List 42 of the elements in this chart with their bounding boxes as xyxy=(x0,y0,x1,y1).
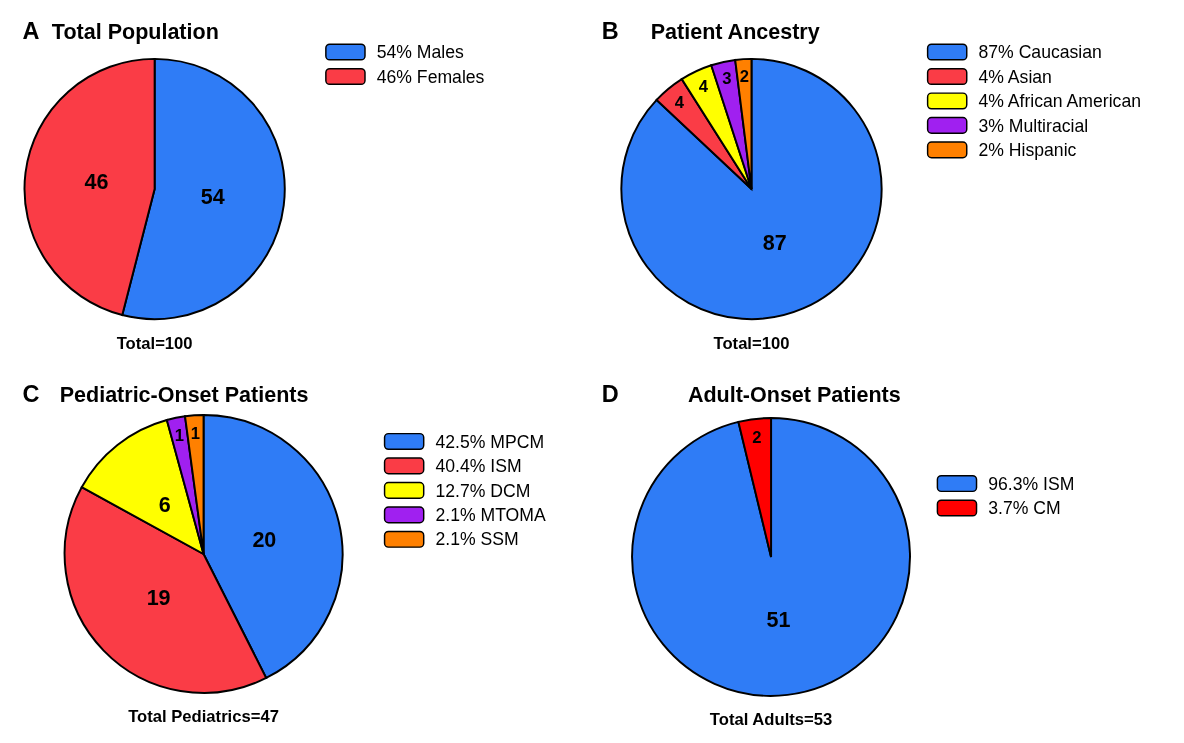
text: Total Adults=53 xyxy=(709,710,833,730)
legend-label: 54% Males xyxy=(376,42,465,63)
chart-title: Total Population xyxy=(51,20,219,45)
legend-label: 4% African American xyxy=(978,91,1141,112)
text: A xyxy=(22,18,40,45)
legend-label: 87% Caucasian xyxy=(978,42,1102,63)
chart-title: Pediatric-Onset Patients xyxy=(59,383,309,408)
legend-label: 2.1% MTOMA xyxy=(435,505,546,526)
legend-label: 2.1% SSM xyxy=(435,529,519,550)
text: B xyxy=(601,18,619,45)
data-label: 54 xyxy=(200,184,225,209)
data-label: 3 xyxy=(722,69,732,89)
data-label: 19 xyxy=(146,585,171,610)
text: Total=100 xyxy=(116,333,193,353)
data-label: 2 xyxy=(752,427,762,447)
data-label: 4 xyxy=(674,92,685,112)
data-label: 46 xyxy=(84,170,109,195)
legend-label: 3.7% CM xyxy=(988,498,1061,519)
data-label: 1 xyxy=(174,426,185,446)
text: D xyxy=(601,381,619,408)
data-label: 51 xyxy=(766,607,791,632)
legend-label: 12.7% DCM xyxy=(435,480,531,501)
legend-label: 4% Asian xyxy=(978,66,1052,87)
legend-label: 46% Females xyxy=(376,66,485,87)
pie-slice xyxy=(620,57,883,321)
legend-label: 40.4% ISM xyxy=(435,456,522,477)
chart-title: Patient Ancestry xyxy=(650,20,820,45)
text: Total Pediatrics=47 xyxy=(128,707,279,727)
data-label: 4 xyxy=(698,77,709,97)
chart-title: Adult-Onset Patients xyxy=(687,383,901,408)
pie-slice xyxy=(631,417,911,697)
legend-label: 2% Hispanic xyxy=(978,140,1077,161)
data-label: 87 xyxy=(762,231,787,256)
data-label: 1 xyxy=(190,424,201,444)
legend-label: 42.5% MPCM xyxy=(435,431,545,452)
text: C xyxy=(22,381,40,408)
data-label: 6 xyxy=(158,493,171,518)
text: Total=100 xyxy=(713,333,790,353)
data-label: 20 xyxy=(252,528,277,553)
data-label: 2 xyxy=(739,66,750,86)
legend-label: 96.3% ISM xyxy=(988,473,1075,494)
legend-label: 3% Multiracial xyxy=(978,115,1089,136)
